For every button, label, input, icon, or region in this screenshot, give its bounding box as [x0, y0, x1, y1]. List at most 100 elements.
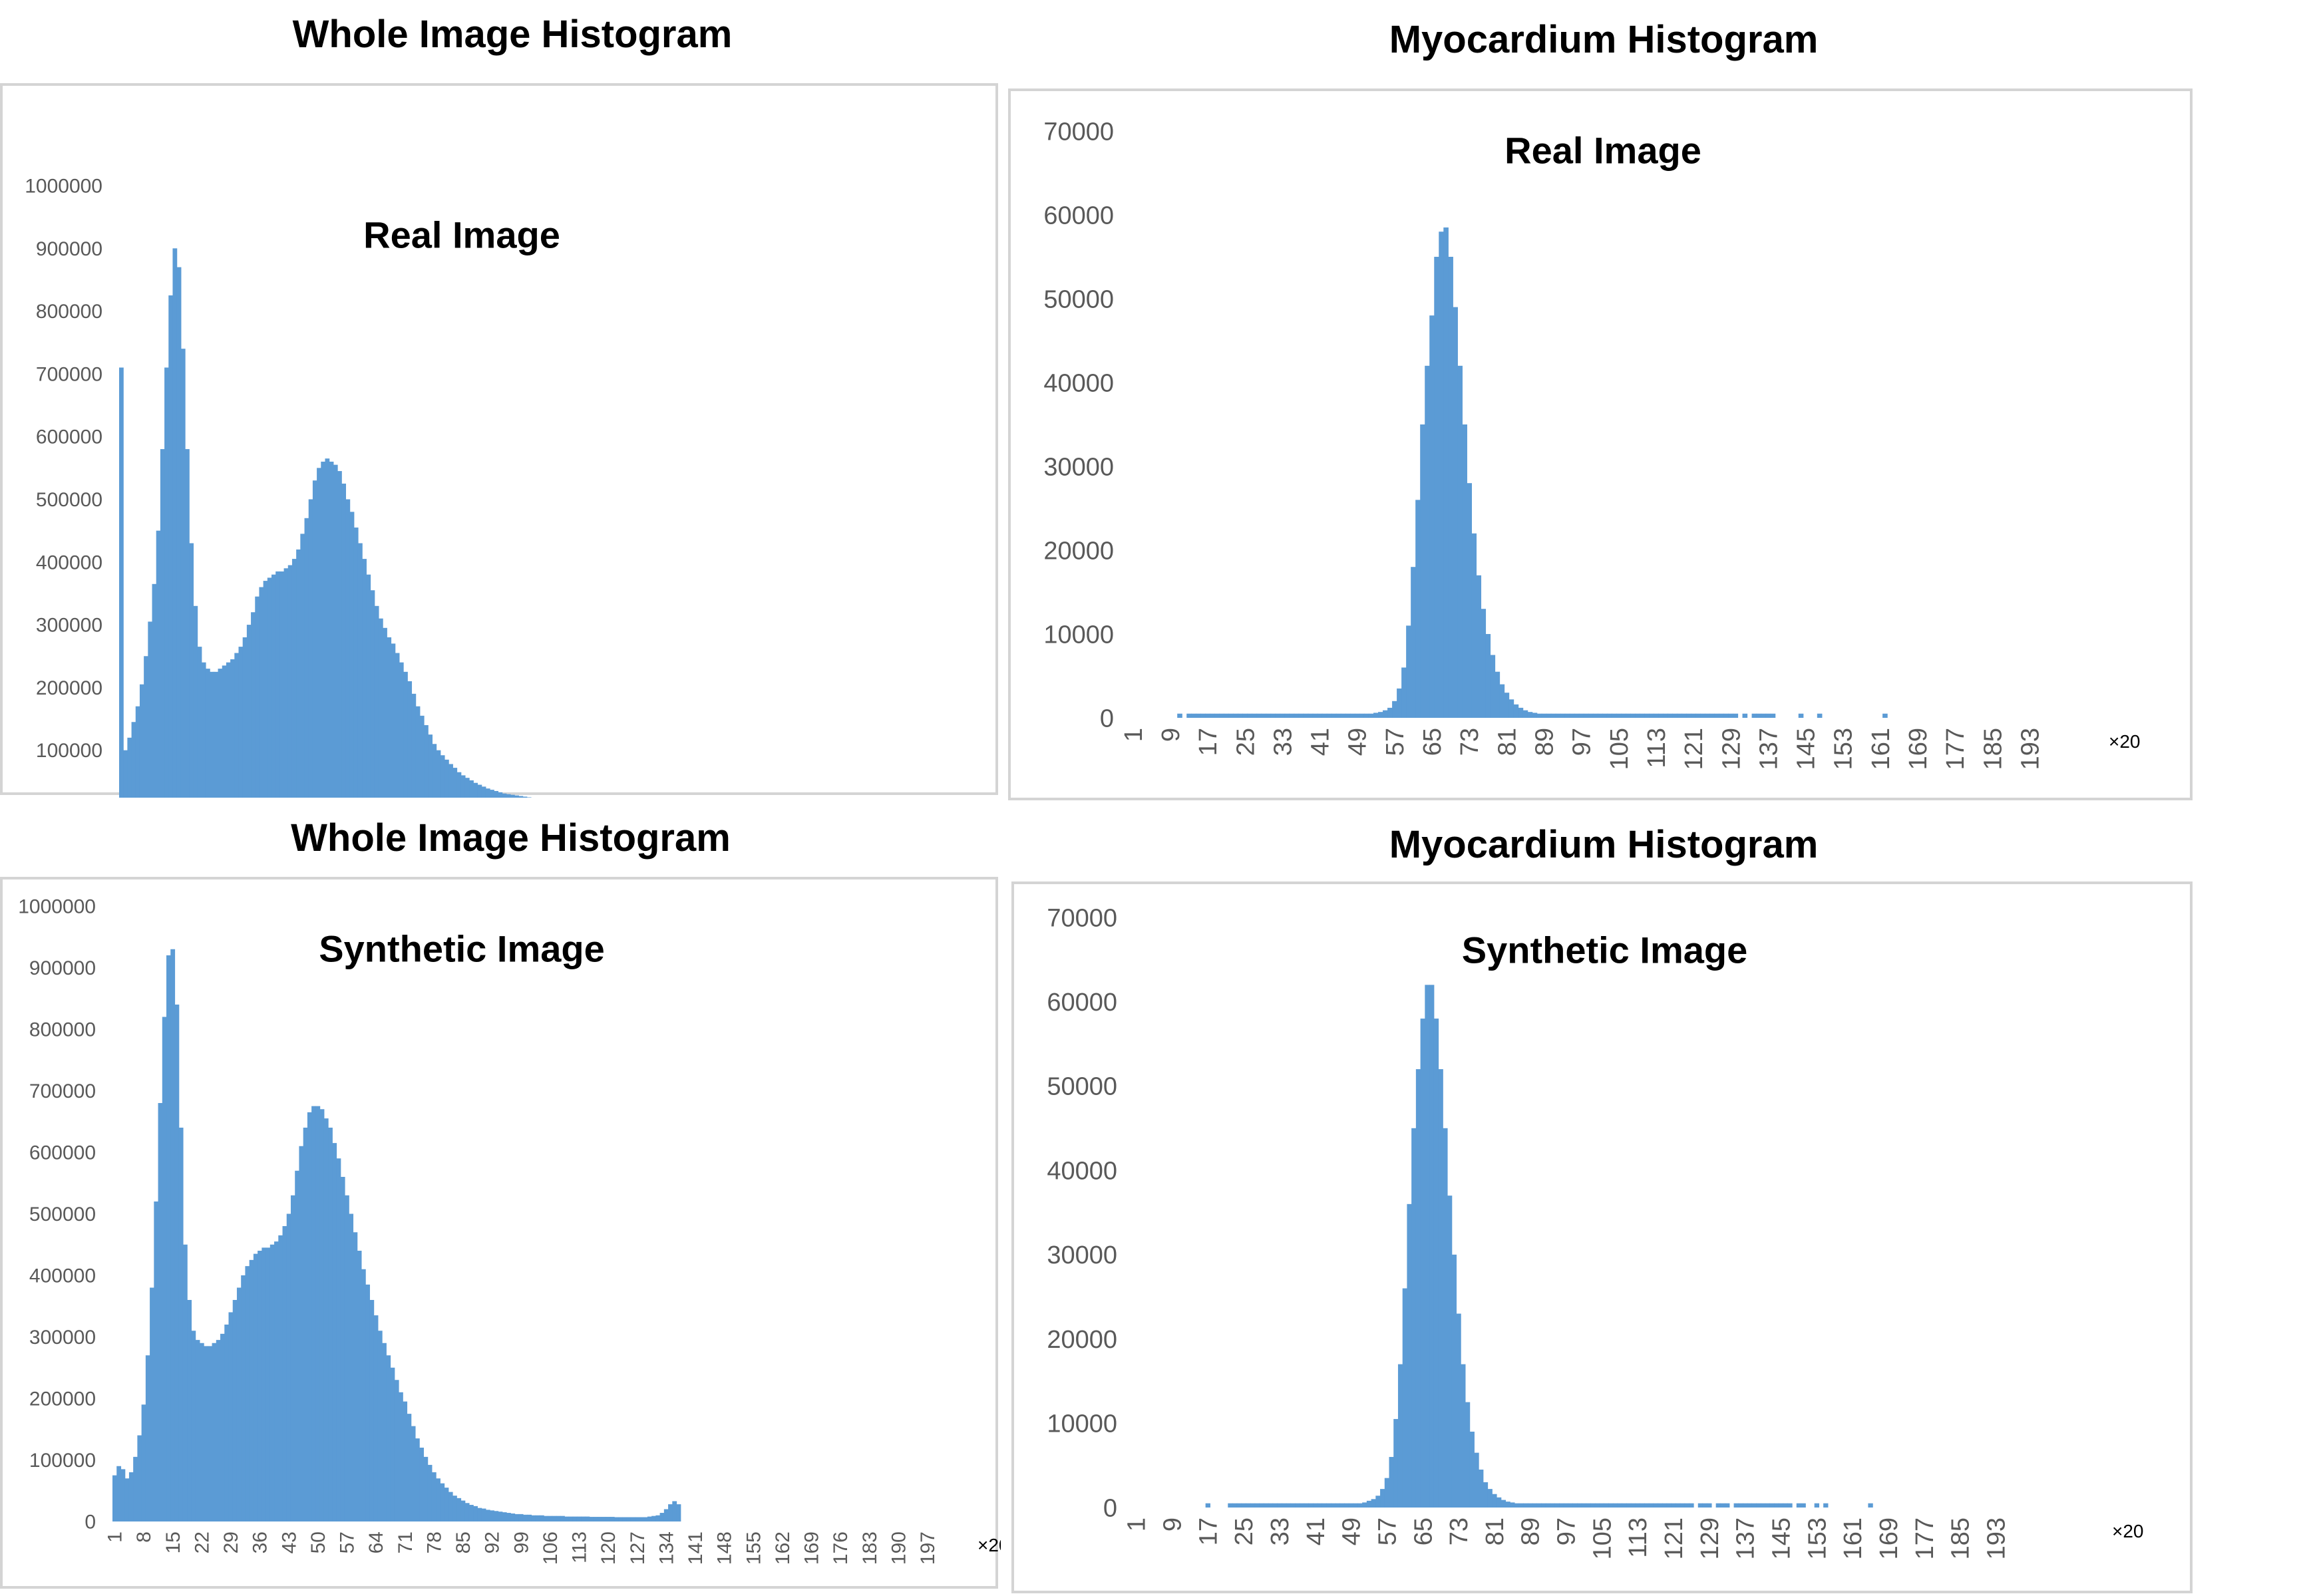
x-tick-label: 105 [1606, 728, 1634, 770]
histogram-bar [1353, 1503, 1359, 1508]
histogram-bar [1326, 1503, 1331, 1508]
histogram-bar [676, 1504, 681, 1521]
histogram-bar [456, 1498, 462, 1521]
histogram-bar [228, 1312, 234, 1521]
histogram-bar [564, 1516, 570, 1521]
histogram-bar [1787, 1503, 1793, 1508]
histogram-bar [1680, 1503, 1685, 1508]
histogram-bar [1756, 713, 1762, 718]
histogram-bar [214, 671, 219, 798]
x-tick-label: 155 [743, 1531, 765, 1565]
histogram-bar [1443, 1128, 1448, 1508]
histogram-bar [287, 565, 293, 798]
histogram-bar [208, 1346, 213, 1521]
histogram-bar [1308, 713, 1314, 718]
histogram-bar [290, 1195, 295, 1521]
histogram-bar [124, 1478, 130, 1521]
histogram-bar [1728, 713, 1734, 718]
histogram-bar [1366, 1500, 1372, 1508]
histogram-bar [1246, 1503, 1251, 1508]
histogram-bar [436, 1478, 441, 1521]
histogram-bar [407, 681, 413, 798]
histogram-bar [1474, 1452, 1479, 1508]
histogram-myocardium-synthetic: Synthetic Image 0 10000 20000 30000 40000 5000… [1047, 904, 2143, 1559]
histogram-bar [1574, 713, 1580, 718]
x-tick-label: 92 [482, 1531, 504, 1553]
histogram-bar [259, 587, 264, 798]
histogram-bar [1666, 1503, 1672, 1508]
histogram-bar [274, 1241, 279, 1521]
histogram-bar [236, 1287, 242, 1521]
x-tick-label: 9 [1158, 1517, 1186, 1531]
histogram-bar [1443, 227, 1449, 718]
histogram-bar [312, 480, 317, 798]
histogram-bar [494, 1511, 499, 1521]
chart-panel-myocardium-real: Real Image 0 10000 20000 30000 40000 50000 6000… [1008, 88, 2193, 800]
histogram-bar [386, 1355, 391, 1521]
histogram-bar [1232, 1503, 1238, 1508]
histogram-bar [1720, 1503, 1725, 1508]
histogram-bar [390, 1367, 395, 1521]
histogram-bar [1256, 713, 1262, 718]
histogram-bar [1196, 713, 1201, 718]
y-tick-label: 1000000 [18, 896, 96, 918]
histogram-bar [672, 1501, 677, 1521]
histogram-bar [1602, 713, 1608, 718]
histogram-bar [1616, 713, 1622, 718]
histogram-bar [283, 568, 289, 798]
histogram-bar [383, 627, 387, 798]
histogram-bar [1252, 713, 1258, 718]
histogram-bar [647, 1516, 652, 1521]
histogram-bar [1778, 1503, 1784, 1508]
x-tick-label: 89 [1517, 1517, 1545, 1545]
histogram-bar [1640, 1503, 1645, 1508]
histogram-bar [1564, 713, 1570, 718]
histogram-bar [1513, 704, 1519, 718]
histogram-bar [1536, 1503, 1542, 1508]
x-multiplier-label: ×20 [2109, 731, 2141, 752]
y-tick-label: 50000 [1047, 1073, 1117, 1101]
histogram-bar [1644, 1503, 1650, 1508]
x-tick-label: 193 [1982, 1517, 2010, 1559]
histogram-bar [1359, 713, 1365, 718]
histogram-bar [1578, 713, 1584, 718]
histogram-bar [1508, 699, 1514, 718]
histogram-bar [1606, 713, 1612, 718]
histogram-bar [135, 706, 140, 798]
histogram-bar [403, 1401, 408, 1521]
x-tick-label: 89 [1531, 728, 1559, 756]
histogram-bar [1705, 713, 1710, 718]
histogram-bar [490, 1510, 494, 1521]
histogram-bar [1487, 1489, 1493, 1508]
histogram-bar [1662, 1503, 1668, 1508]
histogram-bar [1469, 1431, 1475, 1508]
histogram-bar [308, 499, 313, 798]
histogram-bar [539, 1515, 544, 1521]
histogram-bar [116, 1466, 122, 1521]
y-tick-label: 100000 [36, 740, 102, 762]
histogram-bar [295, 1170, 300, 1521]
histogram-bar [473, 782, 478, 798]
histogram-bar [1345, 713, 1351, 718]
histogram-bar [1228, 713, 1234, 718]
x-tick-label: 41 [1307, 728, 1335, 756]
histogram-bar [1765, 713, 1771, 718]
histogram-bar [1467, 483, 1473, 718]
x-tick-label: 141 [685, 1531, 707, 1565]
histogram-bar [1406, 625, 1411, 718]
histogram-bar [560, 1516, 565, 1521]
x-tick-label: 1 [1120, 728, 1148, 742]
histogram-bar [304, 518, 309, 798]
histogram-bar [1368, 713, 1374, 718]
histogram-bar [1373, 713, 1379, 718]
histogram-bar [1523, 1503, 1528, 1508]
histogram-bar [663, 1509, 669, 1521]
x-tick-label: 17 [1194, 728, 1222, 756]
histogram-bar [1433, 1019, 1439, 1508]
histogram-bar [1504, 693, 1510, 718]
histogram-bar [622, 1517, 627, 1521]
histogram-bar [1496, 1497, 1502, 1508]
histogram-bar [1238, 713, 1244, 718]
histogram-bar [315, 1106, 321, 1521]
histogram-bar [222, 665, 227, 798]
